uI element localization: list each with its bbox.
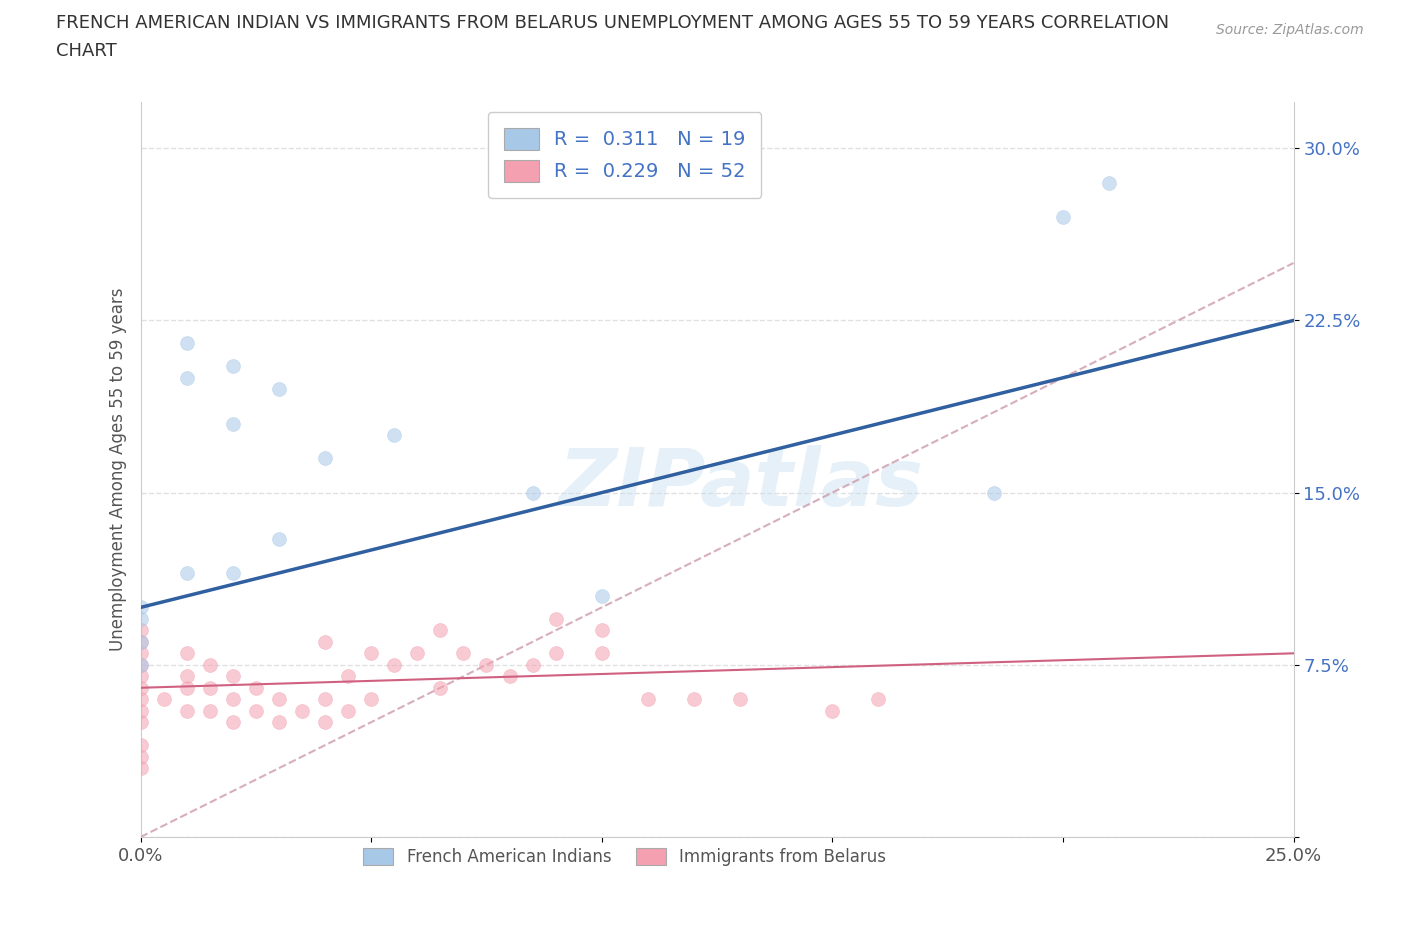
Point xyxy=(498,669,520,684)
Text: CHART: CHART xyxy=(56,42,117,60)
Point xyxy=(222,669,245,684)
Point xyxy=(267,531,290,546)
Point xyxy=(522,485,544,500)
Point xyxy=(821,703,844,718)
Point xyxy=(198,703,221,718)
Point xyxy=(337,669,360,684)
Point xyxy=(683,692,706,707)
Point xyxy=(222,417,245,432)
Point xyxy=(406,646,429,661)
Point xyxy=(152,692,174,707)
Point xyxy=(245,681,267,696)
Point xyxy=(983,485,1005,500)
Point xyxy=(429,623,451,638)
Point xyxy=(222,692,245,707)
Point xyxy=(176,681,198,696)
Point xyxy=(1098,175,1121,190)
Point xyxy=(129,737,152,752)
Point xyxy=(222,565,245,580)
Point xyxy=(129,703,152,718)
Point xyxy=(1052,209,1074,224)
Point xyxy=(245,703,267,718)
Point xyxy=(868,692,890,707)
Point xyxy=(591,589,613,604)
Text: FRENCH AMERICAN INDIAN VS IMMIGRANTS FROM BELARUS UNEMPLOYMENT AMONG AGES 55 TO : FRENCH AMERICAN INDIAN VS IMMIGRANTS FRO… xyxy=(56,14,1170,32)
Point xyxy=(198,681,221,696)
Point xyxy=(129,623,152,638)
Point xyxy=(728,692,751,707)
Point xyxy=(591,623,613,638)
Point xyxy=(475,658,498,672)
Point xyxy=(222,359,245,374)
Point xyxy=(314,634,336,649)
Point xyxy=(176,336,198,351)
Point xyxy=(129,715,152,730)
Point xyxy=(637,692,659,707)
Point xyxy=(429,681,451,696)
Point xyxy=(129,669,152,684)
Point xyxy=(176,646,198,661)
Point xyxy=(129,611,152,626)
Point xyxy=(382,428,405,443)
Point xyxy=(129,750,152,764)
Point xyxy=(129,681,152,696)
Point xyxy=(176,565,198,580)
Point xyxy=(129,634,152,649)
Point xyxy=(314,451,336,466)
Point xyxy=(129,761,152,776)
Point xyxy=(129,658,152,672)
Point xyxy=(129,634,152,649)
Legend: French American Indians, Immigrants from Belarus: French American Indians, Immigrants from… xyxy=(357,842,893,872)
Text: Source: ZipAtlas.com: Source: ZipAtlas.com xyxy=(1216,23,1364,37)
Point xyxy=(544,611,567,626)
Point xyxy=(129,646,152,661)
Point xyxy=(176,703,198,718)
Point xyxy=(591,646,613,661)
Y-axis label: Unemployment Among Ages 55 to 59 years: Unemployment Among Ages 55 to 59 years xyxy=(108,288,127,651)
Point xyxy=(291,703,314,718)
Point xyxy=(314,692,336,707)
Point xyxy=(360,692,382,707)
Point xyxy=(176,370,198,385)
Point xyxy=(267,692,290,707)
Point xyxy=(453,646,475,661)
Point xyxy=(382,658,405,672)
Point xyxy=(522,658,544,672)
Point xyxy=(360,646,382,661)
Point xyxy=(129,692,152,707)
Point xyxy=(337,703,360,718)
Point xyxy=(544,646,567,661)
Text: ZIPatlas: ZIPatlas xyxy=(558,445,922,524)
Point xyxy=(129,600,152,615)
Point xyxy=(129,658,152,672)
Point xyxy=(222,715,245,730)
Point xyxy=(267,382,290,397)
Point xyxy=(267,715,290,730)
Point xyxy=(198,658,221,672)
Point xyxy=(176,669,198,684)
Point xyxy=(314,715,336,730)
